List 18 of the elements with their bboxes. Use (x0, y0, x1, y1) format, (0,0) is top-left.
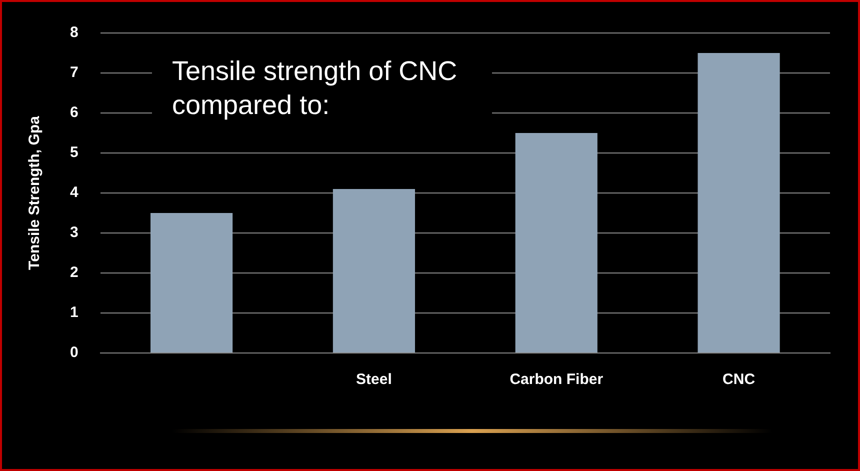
y-tick-label: 5 (70, 144, 78, 162)
bar (332, 189, 416, 352)
y-tick-label: 2 (70, 264, 78, 282)
y-tick-label: 3 (70, 224, 78, 242)
y-axis-title: Tensile Strength, Gpa (26, 115, 44, 270)
bar (150, 213, 233, 352)
bar (698, 53, 780, 352)
y-tick-label: 8 (70, 24, 78, 42)
y-tick-label: 0 (70, 344, 78, 362)
annotation: Tensile strength of CNC compared to: (152, 42, 492, 134)
y-tick-label: 7 (70, 64, 78, 82)
x-tick-label: CNC (722, 371, 756, 388)
x-tick-label: Carbon Fiber (510, 371, 604, 388)
y-tick-label: 4 (70, 184, 79, 202)
bar (515, 133, 598, 352)
y-tick-label: 6 (70, 104, 78, 122)
x-tick-label: Steel (356, 371, 392, 388)
y-tick-label: 1 (70, 304, 78, 322)
